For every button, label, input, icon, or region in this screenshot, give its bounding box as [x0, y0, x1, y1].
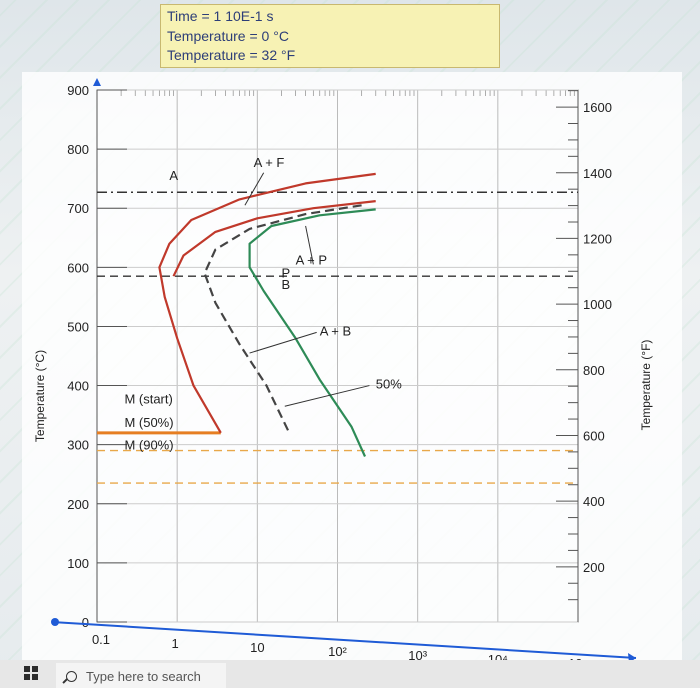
taskbar-search-input[interactable]: Type here to search	[56, 663, 226, 688]
y-tick-label: 300	[67, 438, 89, 453]
right-tick-label: 200	[583, 560, 605, 575]
search-icon	[66, 671, 77, 682]
annotation-label: 50%	[376, 377, 402, 392]
x-tick-label: 1	[172, 636, 179, 651]
y-axis-arrow	[93, 78, 101, 86]
x-tick-label: 10²	[328, 644, 347, 659]
info-box: Time = 1 10E-1 s Temperature = 0 °C Temp…	[160, 4, 500, 68]
annotation-label: M (90%)	[124, 437, 173, 452]
x-tick-label: 10³	[408, 648, 427, 663]
right-tick-label: 1400	[583, 166, 612, 181]
annotation-arrow	[249, 331, 317, 354]
annotation-arrow	[284, 385, 370, 407]
windows-start-icon[interactable]	[24, 666, 38, 680]
y-tick-label: 0	[82, 615, 89, 630]
y-tick-label: 700	[67, 201, 89, 216]
annotation-label: A	[169, 168, 178, 183]
info-time: Time = 1 10E-1 s	[167, 8, 274, 24]
x-axis-line	[51, 621, 637, 659]
y-tick-label: 800	[67, 142, 89, 157]
transformation-curve	[203, 204, 362, 434]
annotation-label: A + B	[320, 323, 351, 338]
annotation-arrow	[244, 172, 265, 206]
right-tick-label: 1000	[583, 297, 612, 312]
info-temp-c: Temperature = 0 °C	[167, 27, 289, 44]
annotation-label: B	[281, 277, 290, 292]
y-tick-label: 100	[67, 556, 89, 571]
transformation-curve	[158, 172, 376, 434]
y-tick-label: 900	[67, 83, 89, 98]
y-axis-label-right: Temperature (°F)	[639, 340, 653, 431]
y-tick-label: 500	[67, 319, 89, 334]
annotation-arrow	[305, 225, 314, 265]
right-tick-label: 600	[583, 428, 605, 443]
y-tick-label: 400	[67, 379, 89, 394]
y-tick-label: 600	[67, 260, 89, 275]
y-axis-label: Temperature (°C)	[33, 350, 47, 442]
right-tick-label: 1600	[583, 100, 612, 115]
right-tick-label: 800	[583, 363, 605, 378]
annotation-label: M (50%)	[124, 415, 173, 430]
annotation-label: P	[281, 265, 290, 280]
info-temp-f: Temperature = 32 °F	[167, 47, 296, 63]
right-tick-label: 1200	[583, 231, 612, 246]
transformation-curve	[172, 200, 376, 277]
annotation-label: A + P	[296, 252, 327, 267]
axis-origin-marker	[51, 618, 59, 626]
right-tick-label: 400	[583, 494, 605, 509]
x-tick-label: 10	[250, 640, 264, 655]
annotation-label: M (start)	[124, 391, 172, 406]
annotation-label: A + F	[254, 155, 285, 170]
transformation-curve	[248, 208, 376, 457]
y-tick-label: 200	[67, 497, 89, 512]
x-tick-label: 0.1	[92, 632, 110, 647]
